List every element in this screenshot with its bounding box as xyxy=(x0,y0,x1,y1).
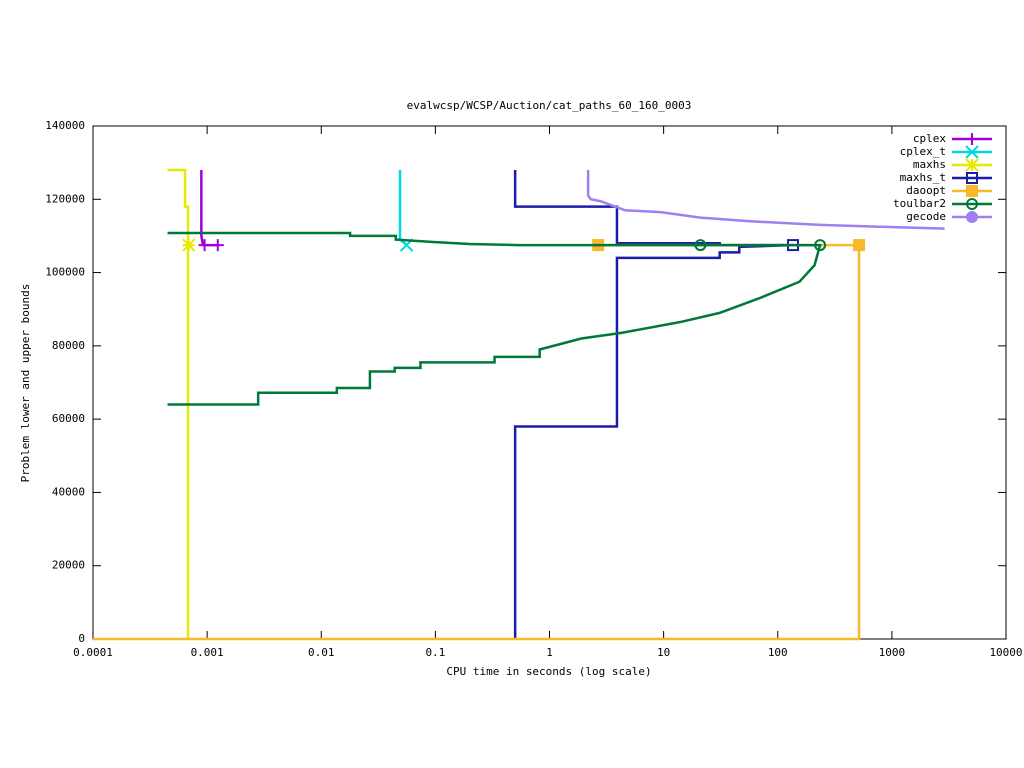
legend-marker xyxy=(966,133,978,145)
y-tick-label: 60000 xyxy=(52,412,85,425)
legend-label: cplex_t xyxy=(900,145,946,158)
legend-label: maxhs xyxy=(913,158,946,171)
point-marker xyxy=(211,239,224,252)
legend-label: cplex xyxy=(913,132,946,145)
x-tick-label: 0.01 xyxy=(308,646,335,659)
x-tick-label: 100 xyxy=(768,646,788,659)
series-line xyxy=(167,168,190,639)
x-axis-label: CPU time in seconds (log scale) xyxy=(446,665,651,678)
legend-marker xyxy=(966,172,978,184)
legend-label: daoopt xyxy=(906,184,946,197)
y-tick-label: 120000 xyxy=(45,192,85,205)
legend-marker xyxy=(966,185,978,197)
series-line xyxy=(167,231,822,406)
legend-label: maxhs_t xyxy=(900,171,946,184)
legend-marker xyxy=(965,145,979,159)
x-tick-label: 1000 xyxy=(879,646,906,659)
y-axis-label: Problem lower and upper bounds xyxy=(19,284,32,483)
point-marker xyxy=(814,239,827,252)
x-tick-label: 0.0001 xyxy=(73,646,113,659)
chart-title: evalwcsp/WCSP/Auction/cat_paths_60_160_0… xyxy=(407,99,692,112)
y-tick-label: 0 xyxy=(78,632,85,645)
point-marker xyxy=(694,239,707,252)
legend-label: toulbar2 xyxy=(893,197,946,210)
y-tick-label: 20000 xyxy=(52,559,85,572)
series-line xyxy=(513,169,794,639)
legend-marker xyxy=(966,198,978,210)
x-tick-label: 0.1 xyxy=(425,646,445,659)
x-tick-label: 10 xyxy=(657,646,670,659)
point-marker xyxy=(853,239,866,252)
x-tick-label: 10000 xyxy=(989,646,1022,659)
plot-frame xyxy=(92,125,1007,640)
legend-label: gecode xyxy=(906,210,946,223)
y-tick-label: 100000 xyxy=(45,266,85,279)
y-tick-label: 140000 xyxy=(45,119,85,132)
y-tick-label: 80000 xyxy=(52,339,85,352)
series-line xyxy=(586,169,945,230)
point-marker xyxy=(198,239,211,252)
y-tick-label: 40000 xyxy=(52,485,85,498)
x-tick-label: 0.001 xyxy=(191,646,224,659)
legend-marker xyxy=(965,158,979,172)
legend-marker xyxy=(966,211,978,223)
x-tick-label: 1 xyxy=(546,646,553,659)
series-line xyxy=(398,169,408,247)
point-marker xyxy=(182,238,196,252)
